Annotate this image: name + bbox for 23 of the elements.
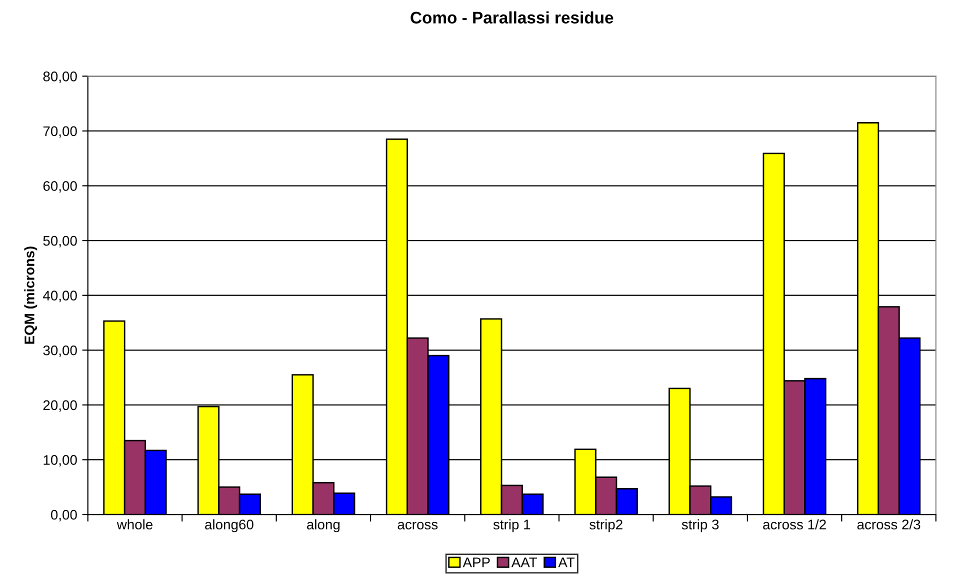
y-tick-label: 60,00 [43,181,77,193]
chart-title: Como - Parallassi residue [410,11,614,24]
x-tick-label: strip 1 [493,519,530,532]
y-tick-label: 0,00 [50,510,77,522]
y-tick-label: 80,00 [43,72,77,83]
legend-label: APP [462,558,490,568]
x-tick-label: along [307,519,340,532]
legend-label: AT [558,558,575,568]
y-tick-label: 20,00 [43,400,77,412]
x-tick-label: across 1/2 [763,519,826,530]
x-tick-label: strip2 [590,519,622,532]
y-tick-label: 50,00 [43,236,77,248]
y-tick-label: 30,00 [43,345,77,357]
y-axis-title: EQM (microns) [24,246,38,344]
y-tick-label: 70,00 [43,126,77,138]
x-tick-label: strip 3 [682,519,719,532]
legend-label: AAT [511,558,538,568]
x-tick-label: across [398,522,438,530]
x-tick-label: along60 [205,519,254,532]
y-tick-label: 10,00 [44,455,77,467]
y-tick-label: 40,00 [43,290,77,302]
x-tick-label: across 2/3 [857,519,920,530]
x-tick-label: whole [116,519,152,530]
